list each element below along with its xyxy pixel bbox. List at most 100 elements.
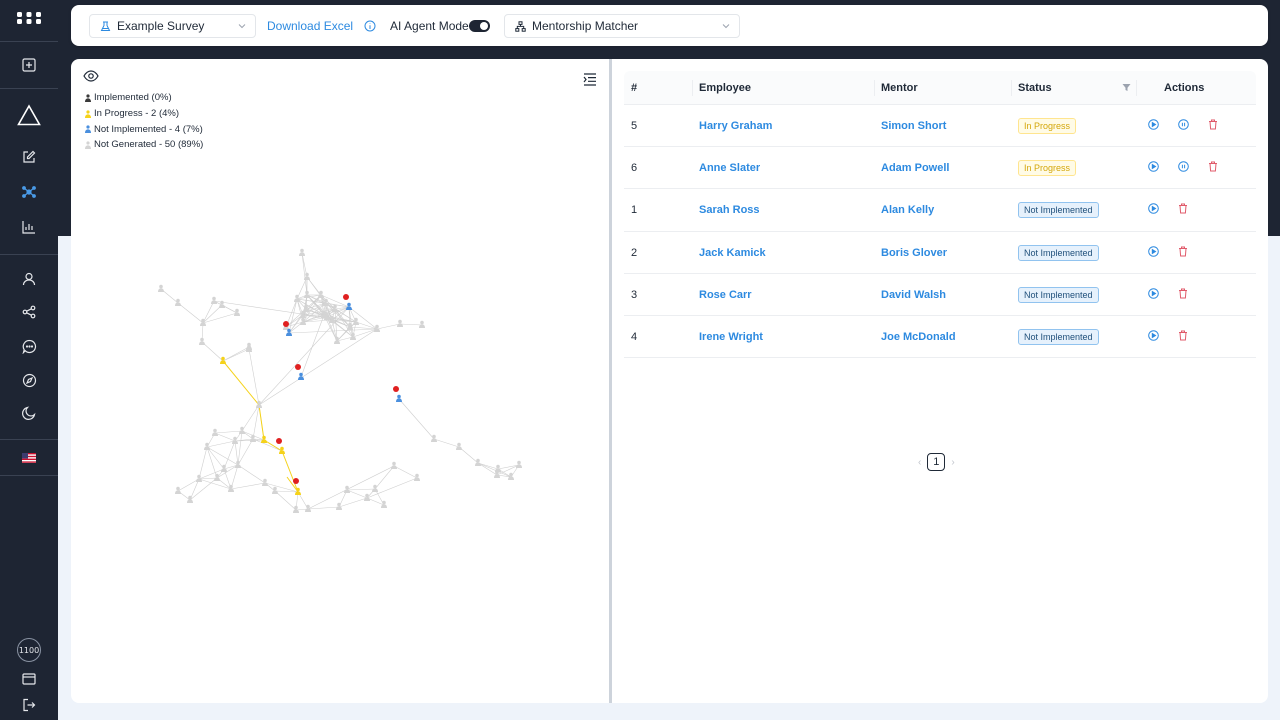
employee-link[interactable]: Rose Carr — [699, 288, 752, 301]
card-icon[interactable] — [0, 665, 58, 693]
play-icon[interactable] — [1148, 287, 1159, 299]
graph-node-not-generated[interactable] — [305, 504, 311, 512]
user-icon[interactable] — [0, 265, 58, 293]
header-employee[interactable]: Employee — [699, 82, 751, 94]
employee-link[interactable]: Harry Graham — [699, 120, 773, 132]
graph-node-not-generated[interactable] — [475, 458, 481, 466]
graph-node-not-generated[interactable] — [219, 300, 225, 308]
mentor-link[interactable]: Alan Kelly — [881, 204, 935, 217]
mentorship-network-graph[interactable] — [71, 59, 609, 703]
employee-link[interactable]: Jack Kamick — [699, 246, 766, 259]
compass-icon[interactable] — [0, 366, 58, 394]
employee-link[interactable]: Irene Wright — [699, 330, 763, 343]
delete-icon[interactable] — [1178, 246, 1188, 257]
share-icon[interactable] — [0, 298, 58, 326]
graph-node-not-generated[interactable] — [336, 502, 342, 510]
graph-node-in-progress[interactable] — [261, 435, 267, 443]
graph-node-not-generated[interactable] — [516, 460, 522, 468]
graph-node-not-generated[interactable] — [228, 484, 234, 492]
graph-node-not-generated[interactable] — [212, 428, 218, 436]
graph-node-not-generated[interactable] — [293, 505, 299, 513]
graph-node-not-generated[interactable] — [494, 470, 500, 478]
moon-icon[interactable] — [0, 399, 58, 427]
graph-node-not-generated[interactable] — [374, 324, 380, 332]
prev-page-icon[interactable]: ‹ — [918, 456, 922, 468]
graph-node-not-generated[interactable] — [329, 315, 335, 323]
graph-node-not-generated[interactable] — [304, 290, 310, 298]
graph-node-not-generated[interactable] — [347, 322, 353, 330]
credit-badge[interactable]: 1100 — [17, 638, 41, 662]
page-number[interactable]: 1 — [927, 453, 946, 471]
delete-icon[interactable] — [1208, 161, 1218, 172]
graph-node-not-implemented[interactable] — [396, 394, 402, 402]
header-mentor[interactable]: Mentor — [881, 82, 918, 94]
legend-in-progress[interactable]: In Progress - 2 (4%) — [85, 106, 203, 122]
bar-chart-icon[interactable] — [0, 213, 58, 241]
panel-resize-handle[interactable] — [609, 59, 612, 703]
graph-node-not-generated[interactable] — [397, 319, 403, 327]
play-icon[interactable] — [1148, 161, 1159, 172]
graph-node-not-generated[interactable] — [262, 478, 268, 486]
delete-icon[interactable] — [1178, 288, 1188, 299]
play-icon[interactable] — [1148, 119, 1159, 130]
chat-icon[interactable] — [0, 332, 58, 360]
add-icon[interactable] — [0, 51, 58, 79]
employee-link[interactable]: Sarah Ross — [699, 204, 760, 217]
module-select[interactable]: Mentorship Matcher — [504, 14, 740, 38]
graph-node-not-generated[interactable] — [381, 500, 387, 508]
pause-icon[interactable] — [1178, 119, 1189, 130]
mentor-link[interactable]: Joe McDonald — [881, 330, 956, 343]
graph-node-not-generated[interactable] — [300, 310, 306, 318]
legend-not-implemented[interactable]: Not Implemented - 4 (7%) — [85, 121, 203, 137]
graph-node-not-generated[interactable] — [372, 484, 378, 492]
graph-node-not-generated[interactable] — [324, 312, 330, 320]
graph-node-not-generated[interactable] — [232, 436, 238, 444]
delete-icon[interactable] — [1178, 330, 1188, 341]
employee-link[interactable]: Anne Slater — [699, 162, 761, 175]
graph-node-not-generated[interactable] — [304, 272, 310, 280]
download-excel-link[interactable]: Download Excel — [267, 19, 354, 33]
graph-node-in-progress[interactable] — [295, 487, 301, 495]
graph-node-not-generated[interactable] — [431, 434, 437, 442]
mentor-link[interactable]: Boris Glover — [881, 246, 948, 259]
us-flag-icon[interactable] — [0, 444, 58, 472]
graph-node-not-generated[interactable] — [158, 284, 164, 292]
graph-node-not-generated[interactable] — [414, 473, 420, 481]
graph-node-not-generated[interactable] — [294, 294, 300, 302]
collapse-menu-icon[interactable] — [583, 73, 597, 91]
graph-node-not-generated[interactable] — [234, 308, 240, 316]
edit-icon[interactable] — [0, 143, 58, 171]
graph-node-not-generated[interactable] — [391, 461, 397, 469]
graph-node-not-generated[interactable] — [332, 304, 338, 312]
logout-icon[interactable] — [0, 691, 58, 719]
info-icon[interactable] — [364, 19, 376, 37]
graph-node-not-generated[interactable] — [303, 304, 309, 312]
graph-node-not-generated[interactable] — [196, 474, 202, 482]
graph-node-not-implemented[interactable] — [286, 328, 292, 336]
graph-node-not-generated[interactable] — [235, 460, 241, 468]
graph-node-not-generated[interactable] — [323, 298, 329, 306]
delete-icon[interactable] — [1208, 119, 1218, 130]
play-icon[interactable] — [1148, 203, 1159, 215]
graph-node-not-generated[interactable] — [221, 464, 227, 472]
graph-node-in-progress[interactable] — [220, 356, 226, 364]
graph-node-not-generated[interactable] — [204, 442, 210, 450]
graph-node-not-generated[interactable] — [350, 332, 356, 340]
delete-icon[interactable] — [1178, 203, 1188, 214]
filter-icon[interactable] — [1122, 83, 1131, 95]
graph-node-not-implemented[interactable] — [298, 372, 304, 380]
graph-node-in-progress[interactable] — [279, 446, 285, 454]
survey-select[interactable]: Example Survey — [89, 14, 256, 38]
graph-node-not-generated[interactable] — [250, 434, 256, 442]
graph-node-not-generated[interactable] — [246, 342, 252, 350]
ai-agent-mode-toggle[interactable] — [469, 20, 490, 32]
header-status[interactable]: Status — [1018, 82, 1052, 94]
graph-node-not-generated[interactable] — [175, 298, 181, 306]
graph-node-not-generated[interactable] — [272, 486, 278, 494]
graph-node-not-generated[interactable] — [508, 472, 514, 480]
mentor-link[interactable]: David Walsh — [881, 288, 946, 301]
graph-node-not-generated[interactable] — [300, 317, 306, 325]
pause-icon[interactable] — [1178, 161, 1189, 172]
graph-node-not-generated[interactable] — [353, 317, 359, 325]
eye-icon[interactable] — [83, 69, 99, 87]
